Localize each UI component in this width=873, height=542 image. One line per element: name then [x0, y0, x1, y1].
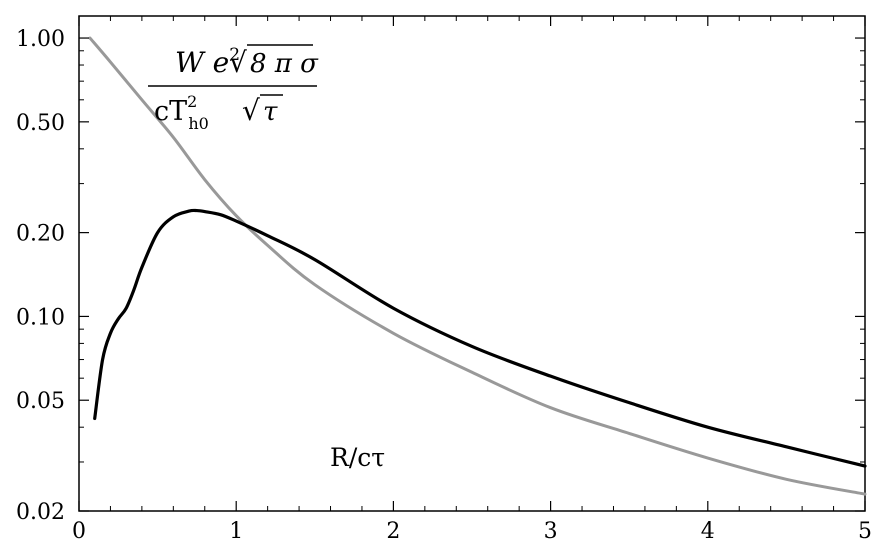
y-tick-label: 1.00 [16, 27, 65, 52]
y-tick-label: 0.05 [16, 389, 65, 414]
formula-num-sup: 2 [229, 45, 240, 65]
formula-radical-top: √ [229, 46, 247, 79]
formula-num-root: 8 π σ [250, 49, 319, 79]
formula-radical-bottom: √ [242, 94, 260, 127]
formula-den-sub: h0 [188, 114, 208, 133]
y-tick-label: 0.10 [16, 305, 65, 330]
series-line-black [93, 208, 867, 468]
x-tick-label: 4 [701, 519, 715, 542]
formula-annotation: W e2 √ 8 π σ cT2 h0 √ τ [148, 44, 319, 133]
y-tick-label: 0.02 [16, 500, 65, 525]
formula-numerator: W e2 [175, 45, 240, 79]
series-line-gray [88, 36, 867, 496]
x-tick-label: 5 [858, 519, 872, 542]
formula-num-main: W e [175, 46, 229, 79]
formula-den-sup: 2 [187, 92, 197, 111]
formula-denominator: cT2 h0 [154, 92, 209, 133]
x-tick-label: 3 [544, 519, 558, 542]
ticks-layer: 0 1 2 3 4 5 1.00 0.50 0.20 0.10 0.05 0.02 [16, 16, 872, 542]
plot-area [78, 15, 866, 512]
y-tick-label: 0.50 [16, 111, 65, 136]
y-tick-label: 0.20 [16, 222, 65, 247]
x-tick-label: 1 [229, 519, 243, 542]
series-layer [88, 36, 867, 496]
formula-den-main: cT [154, 96, 187, 127]
x-tick-label: 0 [72, 519, 86, 542]
plot-frame [78, 15, 866, 512]
formula-den-root: τ [263, 97, 278, 127]
x-tick-label: 2 [386, 519, 400, 542]
x-axis-label: R/cτ [330, 443, 385, 472]
